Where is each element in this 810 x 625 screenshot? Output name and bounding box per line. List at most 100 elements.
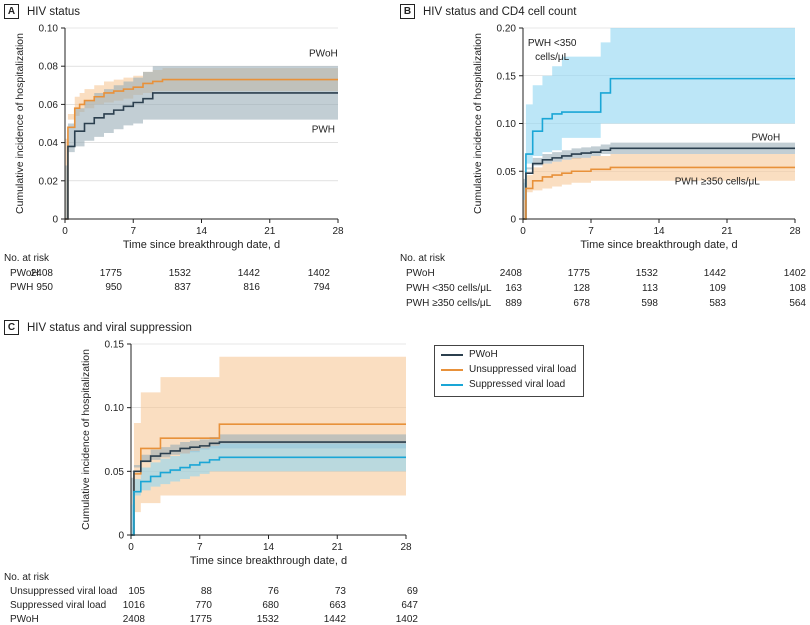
panel-b-series-line-2	[523, 166, 795, 220]
risk-value: 73	[334, 586, 346, 597]
risk-value: 1402	[307, 268, 330, 279]
panel-a-x-tick-label: 0	[62, 226, 68, 237]
panel-a-series-annotation: PWoH	[309, 48, 338, 59]
panel-c-ci-band-2	[131, 443, 406, 535]
panel-c-x-tick-label: 14	[263, 542, 275, 553]
legend-swatch-unsuppressed	[441, 368, 463, 371]
risk-label: Suppressed viral load	[10, 600, 107, 611]
risk-value: 1532	[168, 268, 191, 279]
legend-swatch-pwoh	[441, 353, 463, 356]
risk-value: 1442	[323, 614, 346, 625]
risk-value: 1532	[256, 614, 279, 625]
risk-value: 76	[267, 586, 279, 597]
panel-a-x-axis-label: Time since breakthrough date, d	[123, 239, 280, 251]
panel-c-series-line-1	[131, 441, 406, 536]
risk-label: PWH	[10, 282, 34, 293]
risk-value: 2408	[499, 268, 522, 279]
risk-value: 163	[505, 283, 522, 294]
risk-value: 678	[573, 298, 590, 309]
panel-c-x-tick-label: 0	[128, 542, 134, 553]
panel-b-x-tick-label: 14	[653, 226, 665, 237]
panel-b-series-line-1	[523, 147, 795, 220]
panel-b-ci-band-1	[523, 142, 795, 219]
risk-value: 1402	[395, 614, 418, 625]
risk-value: 88	[200, 586, 212, 597]
risk-value: 837	[174, 282, 191, 293]
risk-value: 109	[709, 283, 726, 294]
panel-b-y-tick-label: 0.05	[497, 167, 517, 178]
risk-value: 105	[128, 586, 145, 597]
risk-label: PWH ≥350 cells/μL	[406, 298, 492, 309]
panel-a-y-tick-label: 0.08	[39, 62, 59, 73]
panel-b-y-tick-label: 0.10	[497, 119, 517, 130]
panel-c-series-line-2	[131, 456, 406, 536]
risk-value: 680	[262, 600, 279, 611]
risk-title: No. at risk	[400, 253, 446, 264]
risk-value: 950	[36, 282, 53, 293]
panel-c-y-tick-label: 0.15	[105, 340, 125, 351]
panel-b-ci-band-0	[523, 28, 795, 219]
panel-c-x-tick-label: 21	[332, 542, 344, 553]
legend-swatch-suppressed	[441, 383, 463, 386]
panel-a-series-line-0	[65, 78, 338, 220]
risk-value: 794	[313, 282, 330, 293]
panel-c-header: C HIV status and viral suppression	[4, 320, 192, 335]
panel-a-y-axis-label: Cumulative incidence of hospitalization	[14, 33, 26, 214]
panel-b-y-axis-label: Cumulative incidence of hospitalization	[472, 33, 484, 214]
risk-title: No. at risk	[4, 253, 50, 264]
panel-b-x-tick-label: 21	[721, 226, 733, 237]
risk-value: 1442	[237, 268, 260, 279]
panel-a-x-tick-label: 14	[196, 226, 208, 237]
risk-value: 108	[789, 283, 806, 294]
panel-a-series-line-1	[65, 92, 338, 220]
risk-value: 598	[641, 298, 658, 309]
panel-a-y-tick-label: 0	[52, 215, 58, 226]
panel-b-title: HIV status and CD4 cell count	[423, 5, 577, 18]
panel-c-title: HIV status and viral suppression	[27, 321, 192, 334]
panel-b-y-tick-label: 0.15	[497, 71, 517, 82]
legend-item-suppressed: Suppressed viral load	[441, 379, 565, 390]
panel-c-x-tick-label: 7	[197, 542, 203, 553]
risk-value: 564	[789, 298, 806, 309]
panel-b-series-line-0	[523, 77, 795, 220]
panel-b-y-tick-label: 0.20	[497, 24, 517, 35]
risk-value: 1775	[567, 268, 590, 279]
risk-value: 770	[195, 600, 212, 611]
panel-c-y-tick-label: 0.10	[105, 403, 125, 414]
panel-b-x-tick-label: 0	[520, 226, 526, 237]
panel-b-x-axis-label: Time since breakthrough date, d	[580, 239, 737, 251]
panel-b-series-annotation: PWH ≥350 cells/μL	[675, 176, 761, 187]
panel-b-header: B HIV status and CD4 cell count	[400, 4, 576, 19]
risk-value: 1402	[783, 268, 806, 279]
risk-value: 663	[329, 600, 346, 611]
risk-value: 1016	[122, 600, 145, 611]
risk-value: 816	[243, 282, 260, 293]
risk-label: PWoH	[10, 614, 39, 625]
risk-value: 1442	[703, 268, 726, 279]
panel-b-series-annotation: PWoH	[751, 132, 780, 143]
risk-label: PWoH	[406, 268, 435, 279]
panel-b-letter: B	[400, 4, 415, 19]
panel-c-y-axis-label: Cumulative incidence of hospitalization	[80, 349, 92, 530]
panel-c-x-tick-label: 28	[400, 542, 412, 553]
legend-label-pwoh: PWoH	[469, 349, 498, 360]
risk-value: 647	[401, 600, 418, 611]
panel-c-letter: C	[4, 320, 19, 335]
risk-value: 69	[406, 586, 418, 597]
risk-value: 583	[709, 298, 726, 309]
panel-b-x-tick-label: 28	[789, 226, 801, 237]
risk-value: 1775	[99, 268, 122, 279]
risk-value: 113	[642, 283, 658, 294]
panel-a-title: HIV status	[27, 5, 81, 18]
risk-value: 889	[505, 298, 522, 309]
panel-b-series-annotation: PWH <350	[528, 38, 577, 49]
panel-a-x-tick-label: 28	[332, 226, 344, 237]
risk-value: 1532	[635, 268, 658, 279]
panel-c-x-axis-label: Time since breakthrough date, d	[190, 555, 347, 567]
legend-item-pwoh: PWoH	[441, 349, 498, 360]
legend-label-unsuppressed: Unsuppressed viral load	[469, 364, 577, 375]
panel-a-x-tick-label: 21	[264, 226, 276, 237]
risk-label: PWoH	[10, 268, 39, 279]
panel-b-series-annotation: cells/μL	[535, 52, 570, 63]
